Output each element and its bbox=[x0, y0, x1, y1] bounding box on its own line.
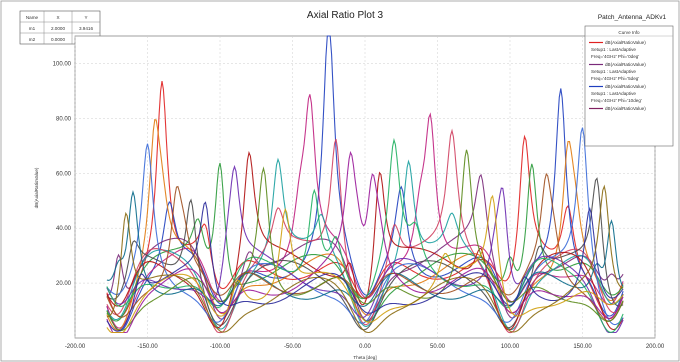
marker-m1-name: m1 bbox=[29, 26, 36, 31]
y-tick-label: 20.00 bbox=[56, 281, 72, 287]
y-tick-label: 80.00 bbox=[56, 116, 72, 122]
series-line-17 bbox=[106, 150, 624, 334]
marker-table: Name X Y m1 2.0000 3.9416 m2 0.0000 1.44… bbox=[19, 10, 101, 45]
x-tick-label: 200.00 bbox=[646, 344, 665, 350]
legend: Curve Info dB(AxialRatioValue) Setup1 : L… bbox=[584, 25, 674, 147]
x-tick-label: 50.00 bbox=[430, 344, 446, 350]
marker-m1-y: 3.9416 bbox=[79, 26, 93, 31]
legend-title: Curve Info bbox=[618, 30, 640, 35]
legend-entry-2: dB(AxialRatioValue) bbox=[605, 62, 646, 67]
series-line-15 bbox=[106, 172, 624, 322]
y-tick-label: 100.00 bbox=[53, 61, 72, 67]
x-tick-labels: -200.00 -150.00 -100.00 -50.00 0.00 50.00 100.… bbox=[65, 344, 665, 350]
series-line-11 bbox=[106, 127, 624, 326]
series-line-12 bbox=[106, 164, 624, 334]
series-line-20 bbox=[106, 184, 624, 334]
chart-title: Axial Ratio Plot 3 bbox=[307, 10, 384, 21]
legend-entry-setup-3: Setup1 : LastAdaptive bbox=[591, 91, 636, 96]
y-tick-label: 40.00 bbox=[56, 226, 72, 232]
legend-entry-4: dB(AxialRatioValue) bbox=[605, 106, 646, 111]
y-axis-label: dB(AxialRatioValue) bbox=[34, 167, 39, 208]
marker-header-y: Y bbox=[84, 15, 87, 20]
series-line-8 bbox=[106, 128, 624, 334]
legend-entry-freq-1: Freq='4GHz' Phi='0deg' bbox=[591, 54, 639, 59]
x-tick-label: 150.00 bbox=[573, 344, 592, 350]
x-tick-label: -200.00 bbox=[65, 344, 86, 350]
series-line-9 bbox=[106, 177, 624, 331]
legend-entry-freq-2: Freq='4GHz' Phi='5deg' bbox=[591, 76, 639, 81]
marker-m1-x: 2.0000 bbox=[51, 26, 65, 31]
legend-entry-3: dB(AxialRatioValue) bbox=[605, 84, 646, 89]
project-label: Patch_Antenna_ADKv1 bbox=[598, 14, 667, 21]
series-lines bbox=[106, 35, 624, 334]
legend-entry-setup-1: Setup1 : LastAdaptive bbox=[591, 47, 636, 52]
series-line-18 bbox=[106, 201, 624, 332]
x-tick-label: 100.00 bbox=[501, 344, 520, 350]
legend-entry-freq-3: Freq='4GHz' Phi='10deg' bbox=[591, 98, 642, 103]
marker-header-name: Name bbox=[26, 15, 39, 20]
series-line-19 bbox=[106, 194, 624, 334]
x-tick-label: -100.00 bbox=[210, 344, 231, 350]
series-line-16 bbox=[106, 149, 624, 332]
legend-entry-setup-2: Setup1 : LastAdaptive bbox=[591, 69, 636, 74]
marker-m2-name: m2 bbox=[29, 37, 36, 42]
x-axis-label: Theta [deg] bbox=[353, 355, 376, 360]
y-tick-label: 60.00 bbox=[56, 171, 72, 177]
y-tick-labels: 20.00 40.00 60.00 80.00 100.00 bbox=[53, 61, 72, 287]
series-line-1 bbox=[106, 81, 624, 320]
x-tick-label: -150.00 bbox=[137, 344, 158, 350]
x-tick-label: 0.00 bbox=[359, 344, 371, 350]
marker-m2-x: 0.0000 bbox=[51, 37, 65, 42]
x-tick-label: -50.00 bbox=[284, 344, 302, 350]
series-line-14 bbox=[106, 189, 624, 307]
legend-entry-1: dB(AxialRatioValue) bbox=[605, 40, 646, 45]
marker-header-x: X bbox=[56, 15, 59, 20]
